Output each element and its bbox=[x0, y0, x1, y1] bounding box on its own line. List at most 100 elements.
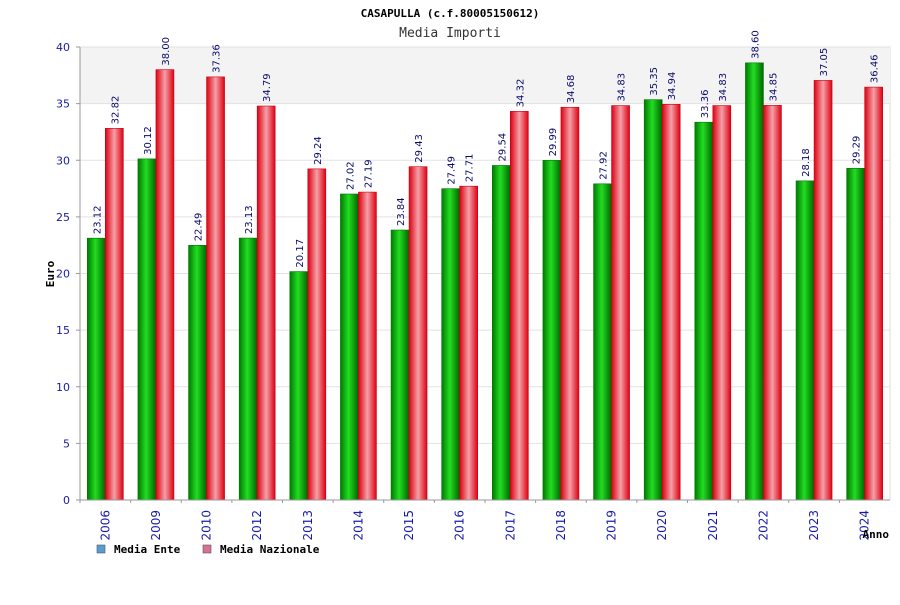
bar-media-nazionale bbox=[611, 105, 630, 501]
data-label: 34.32 bbox=[515, 79, 526, 108]
y-tick-label: 20 bbox=[56, 268, 70, 281]
bars-group bbox=[87, 62, 883, 501]
data-label: 22.49 bbox=[194, 213, 205, 242]
data-label: 34.83 bbox=[617, 73, 628, 102]
data-label: 36.46 bbox=[870, 54, 881, 83]
data-label: 23.84 bbox=[396, 197, 407, 226]
x-tick-label: 2013 bbox=[301, 510, 315, 541]
data-label: 34.79 bbox=[262, 73, 273, 102]
x-tick-label: 2016 bbox=[453, 510, 467, 541]
data-label: 30.12 bbox=[143, 126, 154, 155]
data-label: 28.18 bbox=[801, 148, 812, 177]
y-tick-label: 40 bbox=[56, 41, 70, 54]
x-tick-label: 2014 bbox=[351, 510, 365, 541]
data-label: 33.36 bbox=[700, 90, 711, 119]
x-tick-label: 2018 bbox=[554, 510, 568, 541]
bar-media-nazionale bbox=[510, 111, 529, 501]
bar-media-nazionale bbox=[155, 69, 175, 501]
bar-media-ente bbox=[694, 121, 714, 501]
x-tick-label: 2023 bbox=[807, 510, 821, 541]
data-labels-group: 23.12 32.82 30.12 38.00 22.49 37.36 23.13 34.79… bbox=[92, 30, 880, 267]
bar-media-ente bbox=[795, 180, 815, 501]
y-tick-label: 15 bbox=[56, 324, 70, 337]
y-axis-label: Euro bbox=[44, 260, 57, 287]
x-tick-label: 2006 bbox=[98, 510, 112, 541]
data-label: 23.12 bbox=[92, 206, 103, 235]
data-label: 34.68 bbox=[566, 75, 577, 104]
data-label: 27.49 bbox=[447, 156, 458, 185]
x-tick-label: 2020 bbox=[655, 510, 669, 541]
bar-media-nazionale bbox=[206, 76, 225, 501]
data-label: 27.71 bbox=[465, 154, 476, 183]
bar-media-nazionale bbox=[712, 105, 732, 501]
data-label: 38.60 bbox=[750, 30, 761, 59]
y-tick-label: 30 bbox=[56, 154, 70, 167]
x-axis-label: Anno bbox=[863, 528, 890, 541]
y-tick-label: 25 bbox=[56, 211, 70, 224]
data-label: 32.82 bbox=[110, 96, 121, 125]
x-tick-label: 2015 bbox=[402, 510, 416, 541]
chart-subtitle: Media Importi bbox=[399, 26, 501, 41]
bar-media-ente bbox=[340, 193, 359, 501]
y-tick-label: 0 bbox=[63, 494, 70, 507]
y-tick-label: 35 bbox=[56, 98, 70, 111]
bar-media-ente bbox=[238, 237, 258, 501]
bar-media-nazionale bbox=[105, 128, 124, 501]
bar-media-ente bbox=[846, 167, 865, 501]
bar-media-nazionale bbox=[459, 185, 478, 501]
bar-media-ente bbox=[542, 160, 562, 501]
y-tick-label: 5 bbox=[63, 437, 70, 450]
bar-media-nazionale bbox=[307, 168, 327, 501]
bar-media-nazionale bbox=[408, 166, 428, 501]
x-tick-label: 2022 bbox=[756, 510, 770, 541]
data-label: 34.94 bbox=[667, 72, 678, 101]
legend-swatch bbox=[96, 544, 106, 554]
bar-media-ente bbox=[137, 158, 157, 501]
x-tick-label: 2024 bbox=[858, 510, 872, 541]
bar-media-ente bbox=[441, 188, 460, 501]
bar-media-nazionale bbox=[560, 106, 580, 501]
bar-media-nazionale bbox=[864, 86, 883, 501]
bar-media-ente bbox=[643, 99, 663, 501]
data-label: 27.19 bbox=[363, 159, 374, 188]
bar-media-ente bbox=[289, 271, 309, 501]
legend-swatch bbox=[202, 544, 212, 554]
bar-media-ente bbox=[390, 229, 410, 501]
bar-media-nazionale bbox=[763, 105, 782, 501]
data-label: 38.00 bbox=[161, 37, 172, 66]
bar-media-nazionale bbox=[256, 105, 276, 501]
data-label: 29.29 bbox=[852, 136, 863, 165]
bar-media-ente bbox=[188, 245, 207, 501]
x-tick-label: 2017 bbox=[503, 510, 517, 541]
data-label: 29.43 bbox=[414, 134, 425, 163]
x-tick-label: 2010 bbox=[200, 510, 214, 541]
legend-label: Media Nazionale bbox=[220, 543, 320, 556]
bar-media-ente bbox=[87, 237, 106, 501]
x-tick-label: 2009 bbox=[149, 510, 163, 541]
x-tick-label: 2019 bbox=[605, 510, 619, 541]
data-label: 34.85 bbox=[768, 73, 779, 102]
data-label: 34.83 bbox=[718, 73, 729, 102]
bar-media-nazionale bbox=[813, 80, 833, 501]
bar-media-nazionale bbox=[358, 191, 377, 501]
y-tick-label: 10 bbox=[56, 381, 70, 394]
legend: Media Ente Media Nazionale bbox=[96, 543, 320, 556]
data-label: 27.02 bbox=[345, 161, 356, 190]
data-label: 35.35 bbox=[649, 67, 660, 96]
data-label: 20.17 bbox=[295, 239, 306, 268]
chart-title: CASAPULLA (c.f.80005150612) bbox=[361, 7, 540, 20]
x-tick-label: 2012 bbox=[250, 510, 264, 541]
bar-media-nazionale bbox=[661, 104, 681, 501]
data-label: 37.36 bbox=[212, 44, 223, 73]
data-label: 29.24 bbox=[313, 136, 324, 165]
bar-media-ente bbox=[492, 165, 511, 501]
data-label: 29.54 bbox=[497, 133, 508, 162]
data-label: 29.99 bbox=[548, 128, 559, 157]
x-tick-label: 2021 bbox=[706, 510, 720, 541]
axes-group: 0 5 10 15 20 25 30 35 40 2006 2009 2010 2012 2013 2014… bbox=[56, 41, 890, 541]
data-label: 37.05 bbox=[819, 48, 830, 77]
legend-label: Media Ente bbox=[114, 543, 181, 556]
data-label: 23.13 bbox=[244, 205, 255, 234]
